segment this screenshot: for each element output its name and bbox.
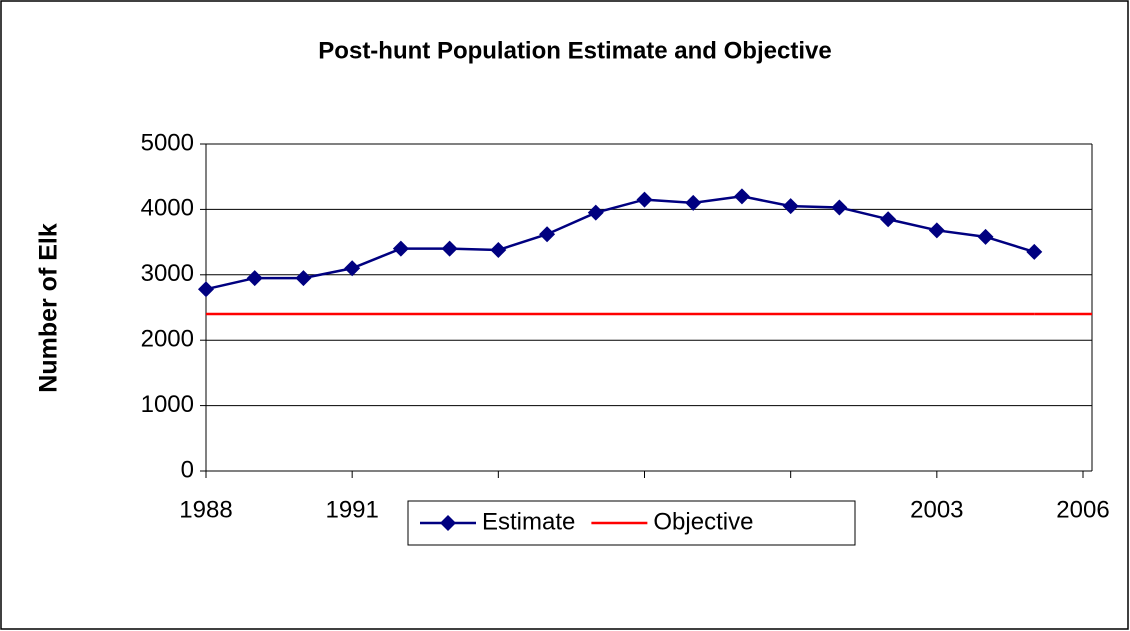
- x-tick-label: 2006: [1056, 496, 1109, 523]
- marker: [733, 188, 750, 205]
- legend-label: Objective: [653, 508, 753, 535]
- legend-label: Estimate: [482, 508, 575, 535]
- legend-marker: [440, 515, 456, 531]
- marker: [198, 281, 214, 298]
- x-tick-label: 1991: [325, 496, 378, 523]
- marker: [539, 226, 556, 243]
- chart-title: Post-hunt Population Estimate and Object…: [318, 37, 831, 64]
- marker: [928, 222, 945, 239]
- x-tick-label: 1988: [179, 496, 232, 523]
- y-tick-label: 5000: [141, 129, 194, 156]
- marker: [977, 228, 994, 245]
- y-tick-label: 4000: [141, 195, 194, 222]
- marker: [636, 191, 653, 208]
- marker: [782, 198, 799, 215]
- marker: [831, 199, 848, 216]
- marker: [587, 204, 604, 221]
- marker: [880, 211, 897, 228]
- marker: [441, 240, 458, 257]
- marker: [1026, 243, 1043, 260]
- series-line: [205, 195, 1035, 291]
- marker: [246, 270, 263, 287]
- marker: [685, 194, 702, 211]
- y-axis-label: Number of Elk: [35, 223, 63, 393]
- marker: [344, 260, 361, 277]
- marker: [490, 241, 507, 258]
- marker: [392, 240, 409, 257]
- x-tick-label: 2003: [910, 496, 963, 523]
- marker: [295, 270, 312, 287]
- y-tick-label: 3000: [141, 260, 194, 287]
- y-tick-label: 0: [181, 456, 194, 483]
- y-tick-label: 2000: [141, 326, 194, 353]
- y-tick-label: 1000: [141, 391, 194, 418]
